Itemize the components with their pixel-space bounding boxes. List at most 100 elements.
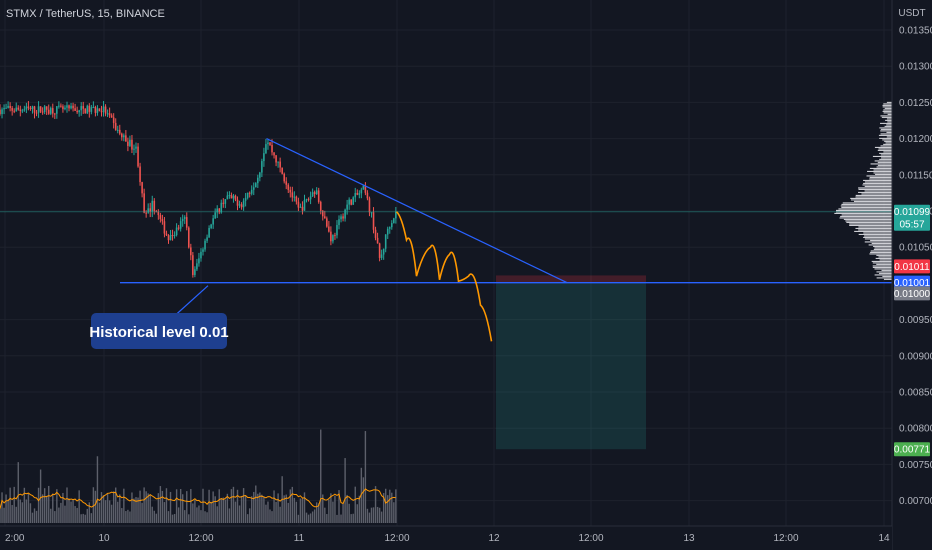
volume-bar bbox=[88, 502, 91, 523]
candle-body bbox=[145, 212, 147, 214]
time-axis[interactable]: 2:00 10 12:00 11 12:00 12 12:00 13 12:00 14 bbox=[0, 525, 892, 550]
candle-body bbox=[90, 107, 93, 112]
volume-bar bbox=[248, 508, 251, 523]
price-tick-label: 0.00900 bbox=[899, 351, 932, 362]
candle-body bbox=[386, 228, 389, 235]
volume-bar bbox=[179, 488, 182, 523]
annotation-text: Historical level 0.01 bbox=[89, 324, 228, 341]
candle-body bbox=[179, 221, 182, 229]
candle-body bbox=[390, 223, 393, 228]
candle-body bbox=[263, 153, 265, 162]
volume-bar bbox=[212, 491, 214, 523]
candle-body bbox=[204, 240, 206, 250]
candle-body bbox=[29, 107, 32, 109]
volume-bar bbox=[334, 495, 336, 523]
volume-bar bbox=[43, 488, 46, 523]
candle-body bbox=[346, 204, 348, 210]
candle-body bbox=[236, 199, 239, 206]
volume-bar bbox=[204, 511, 206, 523]
volume-bar bbox=[378, 507, 381, 523]
volume-bar bbox=[0, 508, 1, 523]
volume-bar bbox=[283, 495, 285, 523]
volume-bar bbox=[92, 487, 95, 523]
candle-body bbox=[350, 199, 352, 205]
volume-bar bbox=[167, 511, 170, 523]
candle-body bbox=[171, 235, 174, 237]
candle-body bbox=[58, 105, 60, 107]
volume-ma-line bbox=[0, 488, 396, 509]
candle-body bbox=[218, 208, 221, 213]
candle-body bbox=[149, 208, 152, 212]
time-tick-label: 12 bbox=[488, 533, 500, 544]
candle-body bbox=[354, 193, 357, 198]
candle-body bbox=[106, 113, 109, 115]
candle-body bbox=[15, 107, 18, 112]
volume-bar bbox=[76, 507, 78, 523]
volume-bar bbox=[261, 494, 263, 523]
volume-bar bbox=[5, 494, 7, 523]
volume-bar bbox=[214, 496, 216, 523]
volume-bar bbox=[348, 503, 350, 523]
drawings[interactable]: Historical level 0.01 bbox=[0, 138, 892, 349]
price-badge-value: 0.01000 bbox=[894, 289, 931, 300]
volume-bar bbox=[222, 497, 224, 523]
volume-bar bbox=[190, 489, 192, 523]
price-axis[interactable]: USDT 0.01350 0.01300 0.01250 0.01200 0.01150 0… bbox=[891, 0, 932, 550]
candle-body bbox=[297, 201, 300, 208]
volume-bar bbox=[66, 487, 68, 523]
candle-body bbox=[116, 129, 119, 131]
descending-trendline bbox=[266, 138, 568, 284]
candle-body bbox=[330, 231, 332, 242]
candle-body bbox=[254, 183, 257, 188]
volume-bar bbox=[29, 503, 32, 523]
volume-bar bbox=[265, 504, 267, 523]
candle-body bbox=[340, 216, 342, 220]
volume-bar bbox=[253, 491, 255, 523]
volume-bar bbox=[19, 499, 21, 523]
volume-bar bbox=[119, 494, 121, 523]
volume-bar bbox=[86, 508, 88, 523]
candle-body bbox=[54, 113, 56, 115]
candle-body bbox=[222, 202, 225, 204]
candle-body bbox=[96, 108, 99, 113]
volume-bar bbox=[54, 511, 56, 523]
candle-body bbox=[108, 113, 111, 116]
candle-body bbox=[165, 233, 168, 236]
short-position-tool[interactable] bbox=[496, 275, 646, 450]
volume-bar bbox=[216, 506, 218, 523]
volume-bar bbox=[328, 499, 330, 523]
candle-body bbox=[202, 249, 204, 252]
candle-body bbox=[380, 254, 383, 258]
volume-bar bbox=[297, 514, 300, 523]
volume-bar bbox=[326, 514, 328, 523]
candle-body bbox=[250, 189, 253, 194]
candle-body bbox=[309, 196, 312, 200]
volume-bar bbox=[362, 477, 365, 523]
volume-bar bbox=[117, 501, 119, 523]
volume-bar bbox=[123, 488, 125, 523]
price-badge-value: 0.01001 bbox=[894, 278, 931, 289]
candle-body bbox=[185, 217, 188, 228]
candle-body bbox=[72, 105, 74, 109]
candle-body bbox=[271, 144, 273, 153]
volume-bar bbox=[137, 497, 139, 523]
volume-bar bbox=[165, 488, 168, 523]
target-zone bbox=[496, 282, 646, 450]
volume-bar bbox=[84, 514, 86, 523]
volume-bar bbox=[125, 511, 127, 523]
volume-bar bbox=[354, 486, 356, 523]
candle-body bbox=[342, 216, 344, 219]
volume-bar bbox=[338, 490, 340, 523]
price-badge-value: 0.00771 bbox=[894, 445, 931, 456]
candle-body bbox=[147, 208, 149, 213]
volume-bar bbox=[188, 514, 190, 523]
price-badge bbox=[894, 275, 930, 290]
candle-body bbox=[121, 133, 123, 138]
volume-bar bbox=[303, 492, 306, 523]
volume-bar bbox=[15, 506, 17, 523]
candle-body bbox=[177, 227, 180, 229]
volume-bar bbox=[198, 505, 200, 523]
volume-bar bbox=[186, 491, 188, 523]
volume-bar bbox=[98, 502, 101, 523]
